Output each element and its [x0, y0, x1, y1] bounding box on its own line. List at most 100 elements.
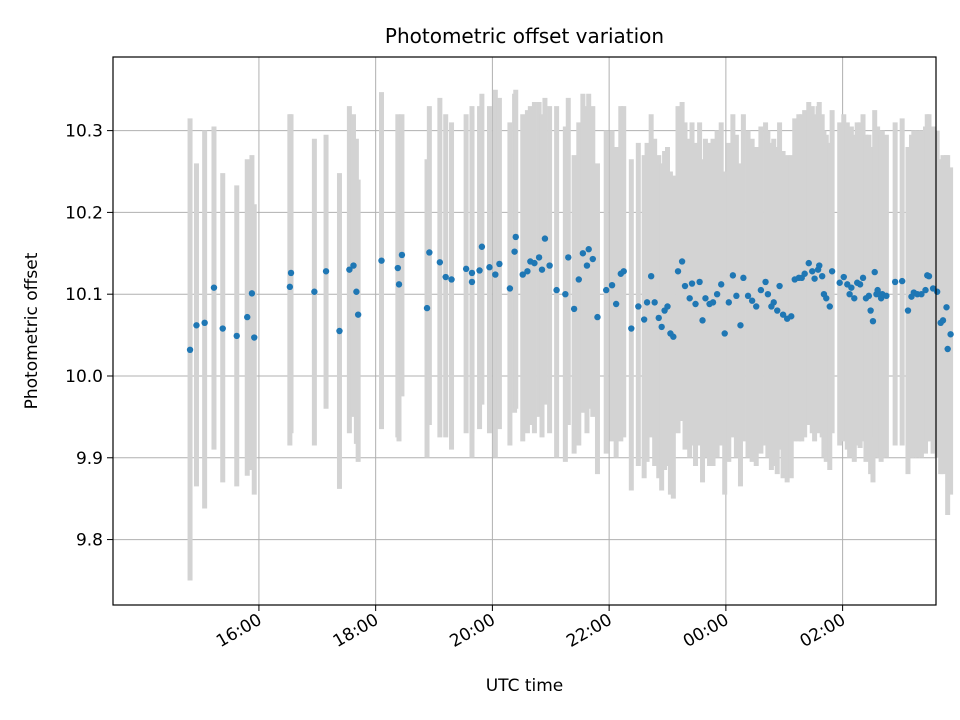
x-axis-label: UTC time	[486, 676, 564, 696]
data-point	[729, 272, 737, 279]
data-point	[933, 288, 941, 295]
data-point	[898, 277, 906, 285]
x-tick-label: 00:00	[680, 610, 732, 652]
data-point	[640, 316, 648, 323]
data-point	[846, 290, 853, 298]
data-point	[193, 322, 200, 329]
data-point	[865, 292, 873, 300]
y-tick-label: 10.2	[65, 203, 103, 223]
data-point	[594, 313, 601, 321]
data-point	[943, 304, 950, 311]
data-point	[398, 251, 406, 259]
plot-frame	[112, 56, 937, 606]
data-point	[851, 295, 858, 302]
data-point	[589, 255, 596, 263]
data-point	[350, 262, 357, 269]
data-point	[709, 299, 717, 306]
data-point	[939, 317, 947, 324]
data-points	[186, 233, 954, 354]
data-point	[801, 270, 808, 277]
data-point	[702, 295, 709, 302]
data-point	[655, 314, 662, 322]
data-point	[511, 248, 518, 255]
data-point	[248, 290, 256, 297]
data-point	[779, 311, 787, 318]
data-point	[828, 268, 836, 275]
data-point	[570, 305, 578, 313]
data-point	[918, 290, 925, 298]
data-point	[322, 268, 330, 275]
data-point	[538, 266, 546, 273]
y-tick-label: 10.1	[65, 285, 103, 305]
data-point	[764, 290, 772, 298]
data-point	[762, 278, 769, 286]
data-point	[770, 299, 777, 306]
data-point	[244, 313, 251, 321]
x-tick-label: 02:00	[797, 610, 849, 652]
data-point	[186, 346, 194, 354]
data-point	[486, 264, 493, 271]
data-point	[925, 273, 933, 280]
y-tick-label: 9.8	[76, 531, 103, 551]
data-point	[744, 292, 752, 300]
data-point	[688, 280, 696, 287]
data-point	[692, 300, 699, 308]
data-point	[859, 274, 867, 282]
data-point	[462, 265, 470, 273]
data-point	[826, 303, 833, 310]
data-point	[891, 278, 899, 286]
data-point	[823, 295, 830, 302]
data-point	[579, 250, 587, 257]
data-point	[836, 279, 843, 286]
data-point	[575, 276, 582, 283]
data-point	[210, 284, 218, 291]
data-point	[286, 283, 294, 291]
data-point	[603, 286, 610, 294]
data-point	[944, 345, 951, 353]
data-point	[869, 317, 877, 325]
data-point	[395, 281, 403, 288]
data-point	[788, 313, 795, 320]
data-point	[809, 268, 816, 275]
data-point	[583, 262, 591, 269]
data-point	[818, 273, 826, 280]
data-point	[696, 278, 703, 286]
data-point	[737, 322, 744, 329]
data-point	[670, 333, 677, 340]
data-point	[468, 269, 476, 277]
x-axis-ticks: 16:00 18:00 20:00 22:00 00:00 02:00	[213, 605, 849, 652]
data-point	[354, 311, 362, 318]
data-point	[774, 307, 781, 314]
data-point	[311, 288, 318, 295]
data-point	[871, 268, 878, 276]
error-bars	[187, 89, 954, 581]
data-point	[346, 266, 353, 273]
y-tick-label: 9.9	[76, 449, 103, 469]
data-point	[608, 281, 616, 289]
data-point	[635, 303, 642, 310]
data-point	[840, 273, 847, 281]
data-point	[541, 235, 549, 242]
data-point	[233, 332, 240, 340]
data-point	[922, 286, 929, 294]
data-point	[468, 278, 476, 286]
data-point	[811, 275, 818, 282]
y-tick-label: 10.3	[65, 122, 103, 142]
data-point	[628, 325, 635, 332]
data-point	[546, 262, 553, 269]
x-tick-label: 22:00	[563, 610, 615, 652]
data-point	[426, 249, 433, 256]
data-point	[448, 276, 455, 283]
data-point	[562, 290, 569, 298]
data-point	[478, 243, 486, 250]
data-point	[496, 260, 503, 268]
chart-title: Photometric offset variation	[385, 24, 664, 48]
data-point	[524, 268, 531, 275]
data-point	[805, 259, 812, 267]
data-point	[947, 331, 954, 338]
x-tick-label: 18:00	[330, 610, 382, 652]
data-point	[219, 325, 226, 332]
data-point	[651, 299, 658, 306]
data-point	[535, 254, 543, 261]
